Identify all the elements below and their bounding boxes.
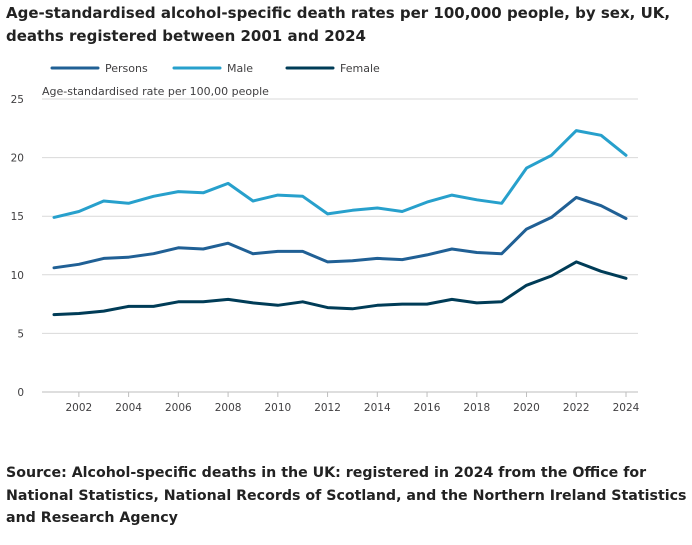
y-tick-label: 10 bbox=[11, 270, 24, 282]
x-tick-label: 2004 bbox=[115, 402, 142, 414]
series-line-female bbox=[52, 260, 628, 317]
y-axis-label: Age-standardised rate per 100,00 people bbox=[42, 85, 269, 98]
series-line-male bbox=[52, 129, 628, 219]
legend-label-female: Female bbox=[340, 62, 380, 75]
y-tick-label: 25 bbox=[11, 94, 24, 106]
series-line-persons bbox=[52, 195, 628, 270]
x-tick-label: 2024 bbox=[613, 402, 640, 414]
grid-lines bbox=[42, 98, 638, 393]
y-axis-ticks: 0 5 10 15 20 25 bbox=[11, 94, 24, 399]
y-tick-label: 20 bbox=[11, 153, 24, 165]
chart-title: Age-standardised alcohol-specific death … bbox=[6, 4, 671, 45]
x-tick-label: 2020 bbox=[513, 402, 540, 414]
x-tick-label: 2022 bbox=[563, 402, 590, 414]
x-tick-label: 2010 bbox=[264, 402, 291, 414]
x-tick-label: 2016 bbox=[414, 402, 441, 414]
x-tick-label: 2014 bbox=[364, 402, 391, 414]
x-tick-label: 2006 bbox=[165, 402, 192, 414]
x-tick-label: 2012 bbox=[314, 402, 341, 414]
series-lines bbox=[52, 129, 628, 317]
legend-label-persons: Persons bbox=[105, 62, 148, 75]
source-note: Source: Alcohol-specific deaths in the U… bbox=[6, 465, 687, 526]
legend-label-male: Male bbox=[227, 62, 253, 75]
legend: Persons Male Female bbox=[50, 62, 380, 75]
y-tick-label: 0 bbox=[17, 387, 24, 399]
y-tick-label: 5 bbox=[17, 328, 24, 340]
x-tick-label: 2002 bbox=[66, 402, 93, 414]
x-tick-label: 2018 bbox=[463, 402, 490, 414]
x-tick-label: 2008 bbox=[215, 402, 242, 414]
x-axis: 2002 2004 2006 2008 2010 2012 2014 2016 2018 2020… bbox=[66, 392, 640, 414]
y-tick-label: 15 bbox=[11, 211, 24, 223]
